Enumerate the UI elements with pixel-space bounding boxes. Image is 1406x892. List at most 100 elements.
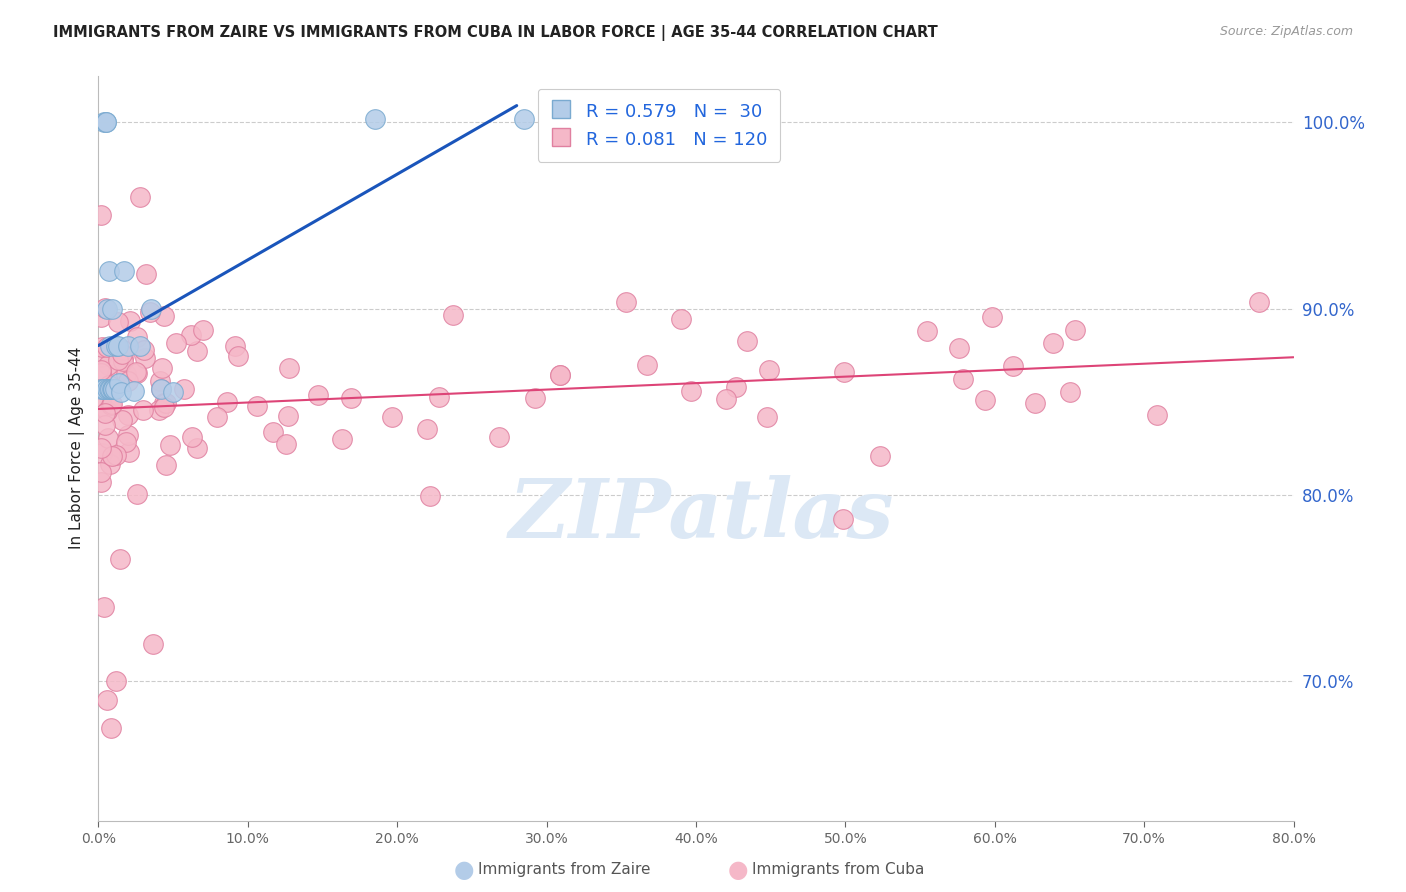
Y-axis label: In Labor Force | Age 35-44: In Labor Force | Age 35-44 <box>69 347 84 549</box>
Point <box>129 339 152 353</box>
Text: Source: ZipAtlas.com: Source: ZipAtlas.com <box>1219 25 1353 38</box>
Point <box>831 511 853 525</box>
Point <box>117 408 139 422</box>
Point <box>117 339 139 353</box>
Point <box>217 394 239 409</box>
Point <box>513 112 536 126</box>
Point <box>100 449 122 463</box>
Point <box>90 382 112 396</box>
Point <box>162 385 184 400</box>
Point <box>98 378 121 392</box>
Point <box>91 446 114 460</box>
Point <box>105 448 128 462</box>
Point <box>97 431 120 445</box>
Point <box>737 334 759 348</box>
Point <box>103 382 125 396</box>
Point <box>614 295 637 310</box>
Point <box>952 372 974 386</box>
Point <box>96 403 118 417</box>
Point <box>755 409 778 424</box>
Point <box>90 441 112 455</box>
Point <box>96 382 118 396</box>
Point <box>105 366 128 380</box>
Point <box>679 384 702 398</box>
Point <box>98 339 122 353</box>
Point <box>173 382 195 396</box>
Point <box>93 406 115 420</box>
Point <box>224 339 246 353</box>
Point <box>714 392 737 406</box>
Point <box>869 449 891 463</box>
Point <box>96 341 118 355</box>
Point <box>94 115 117 129</box>
Text: ●: ● <box>728 858 748 881</box>
Point <box>91 340 114 354</box>
Point <box>91 399 114 413</box>
Point <box>165 335 187 350</box>
Point <box>90 362 112 376</box>
Legend: R = 0.579   N =  30, R = 0.081   N = 120: R = 0.579 N = 30, R = 0.081 N = 120 <box>537 88 780 161</box>
Point <box>96 692 118 706</box>
Point <box>488 430 510 444</box>
Text: Immigrants from Cuba: Immigrants from Cuba <box>752 863 925 877</box>
Point <box>93 382 115 396</box>
Text: IMMIGRANTS FROM ZAIRE VS IMMIGRANTS FROM CUBA IN LABOR FORCE | AGE 35-44 CORRELA: IMMIGRANTS FROM ZAIRE VS IMMIGRANTS FROM… <box>53 25 938 41</box>
Point <box>101 382 124 396</box>
Point <box>94 115 117 129</box>
Point <box>915 324 938 338</box>
Point <box>107 353 129 368</box>
Point <box>419 489 441 503</box>
Point <box>115 435 138 450</box>
Point <box>93 115 115 129</box>
Point <box>725 380 748 394</box>
Point <box>117 427 139 442</box>
Text: Immigrants from Zaire: Immigrants from Zaire <box>478 863 651 877</box>
Point <box>105 673 128 688</box>
Point <box>101 397 124 411</box>
Point <box>129 190 152 204</box>
Point <box>90 209 112 223</box>
Point <box>101 449 124 463</box>
Point <box>138 304 160 318</box>
Point <box>132 343 155 358</box>
Point <box>93 599 115 614</box>
Point <box>523 391 546 405</box>
Point <box>90 366 112 380</box>
Point <box>111 346 134 360</box>
Point <box>148 403 170 417</box>
Point <box>103 382 125 396</box>
Point <box>832 366 855 380</box>
Point <box>191 323 214 337</box>
Point <box>159 438 181 452</box>
Point <box>98 382 122 396</box>
Point <box>110 385 132 400</box>
Text: ●: ● <box>454 858 474 881</box>
Point <box>96 382 118 396</box>
Point <box>90 350 112 364</box>
Point <box>117 374 139 388</box>
Point <box>1064 323 1087 337</box>
Point <box>186 344 208 359</box>
Point <box>111 413 134 427</box>
Point <box>974 393 997 408</box>
Point <box>180 327 202 342</box>
Point <box>97 358 120 372</box>
Point <box>134 351 156 366</box>
Point <box>1146 409 1168 423</box>
Point <box>1024 395 1046 409</box>
Point <box>548 368 571 382</box>
Point <box>131 402 153 417</box>
Point <box>186 442 208 456</box>
Point <box>135 267 157 281</box>
Point <box>100 721 122 735</box>
Point <box>181 430 204 444</box>
Point <box>94 417 117 432</box>
Point <box>111 354 134 368</box>
Point <box>441 308 464 322</box>
Point <box>364 112 387 126</box>
Point <box>262 425 284 440</box>
Point <box>90 475 112 489</box>
Point <box>758 362 780 376</box>
Point <box>981 310 1004 324</box>
Point <box>669 312 692 326</box>
